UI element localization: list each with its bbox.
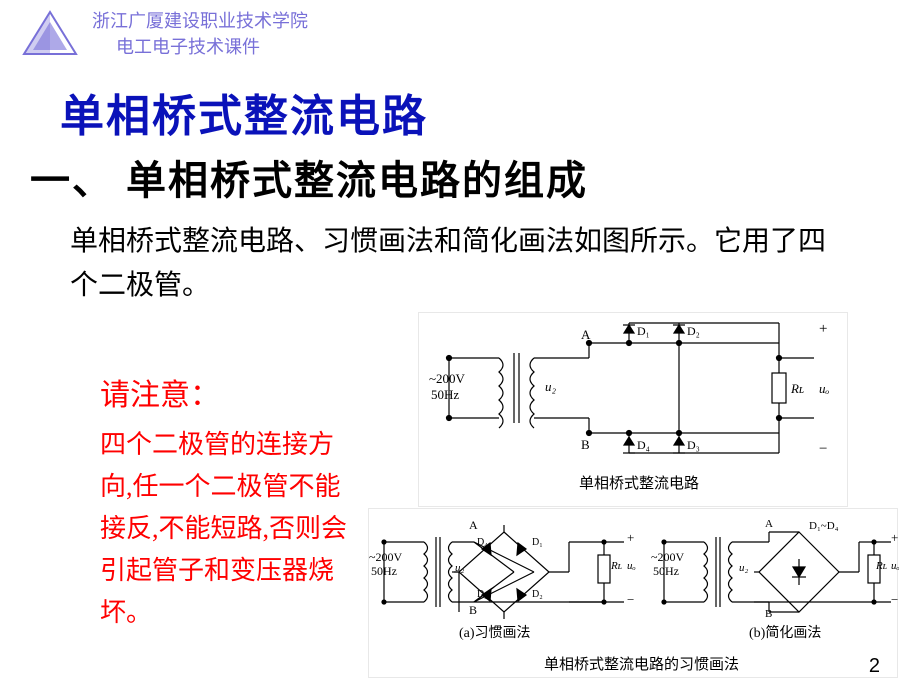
page-title: 单相桥式整流电路 <box>60 80 428 144</box>
a-src-f: 50Hz <box>371 564 397 578</box>
d4-label: D₄ <box>637 438 650 452</box>
a-u2: u₂ <box>455 562 465 574</box>
rl-label: Rʟ <box>790 381 804 396</box>
b-src-v: ~200V <box>651 550 684 564</box>
a-uo: uₒ <box>627 560 636 572</box>
a-d2: D₂ <box>532 589 543 600</box>
circuit-diagram-variants: ~200V 50Hz A B u₂ D₁ D₂ D₃ D₄ Rʟ uₒ + − … <box>368 508 898 678</box>
node-b-label: B <box>581 437 590 452</box>
d3-label: D₃ <box>687 438 700 452</box>
src-freq-label: 50Hz <box>431 387 459 402</box>
d2-label: D₂ <box>687 324 700 338</box>
a-d4: D₄ <box>477 537 488 548</box>
caption-a: (a)习惯画法 <box>459 624 531 641</box>
note-block: 请注意： 四个二极管的连接方向,任一个二极管不能接反,不能短路,否则会引起管子和… <box>100 370 360 634</box>
b-minus: − <box>891 592 898 607</box>
page-number: 2 <box>869 655 880 678</box>
d1-label: D₁ <box>637 324 650 338</box>
diagram-top-caption: 单相桥式整流电路 <box>579 475 699 492</box>
b-d1d4: D₁~D₄ <box>809 520 839 532</box>
a-node-b: B <box>469 603 477 617</box>
uo-label: uₒ <box>819 381 830 396</box>
a-rl: Rʟ <box>610 560 622 572</box>
slide-header: 浙江广厦建设职业技术学院 电工电子技术课件 <box>20 8 308 60</box>
b-uo: uₒ <box>891 560 899 572</box>
caption-main-bottom: 单相桥式整流电路的习惯画法 <box>544 656 739 673</box>
src-voltage-label: ~200V <box>429 371 466 386</box>
b-u2: u₂ <box>739 562 749 574</box>
b-rl: Rʟ <box>875 560 887 572</box>
body-paragraph: 单相桥式整流电路、习惯画法和简化画法如图所示。它用了四个二极管。 <box>70 220 850 308</box>
institution-logo-icon <box>20 8 80 58</box>
institution-name: 浙江广厦建设职业技术学院 <box>92 8 308 34</box>
a-node-a: A <box>469 518 478 532</box>
a-d1: D₁ <box>532 537 543 548</box>
b-plus: + <box>891 530 898 545</box>
a-src-v: ~200V <box>369 550 402 564</box>
minus-label: − <box>819 441 827 457</box>
institution-text: 浙江广厦建设职业技术学院 电工电子技术课件 <box>92 8 308 60</box>
note-body: 四个二极管的连接方向,任一个二极管不能接反,不能短路,否则会引起管子和变压器烧坏… <box>100 424 360 634</box>
a-minus: − <box>627 592 634 607</box>
note-heading: 请注意： <box>100 370 360 414</box>
b-src-f: 50Hz <box>653 564 679 578</box>
circuit-diagram-main: ~200V 50Hz A B u₂ D₁ D₂ D₃ D₄ Rʟ uₒ + − … <box>418 312 848 507</box>
a-plus: + <box>627 530 634 545</box>
b-node-a: A <box>765 518 773 530</box>
course-name: 电工电子技术课件 <box>92 34 308 60</box>
section-heading: 一、 单相桥式整流电路的组成 <box>30 148 588 206</box>
node-a-label: A <box>581 327 591 342</box>
u2-label: u₂ <box>545 379 557 394</box>
plus-label: + <box>819 321 827 337</box>
a-d3: D₃ <box>477 589 488 600</box>
caption-b: (b)简化画法 <box>749 624 821 641</box>
b-node-b: B <box>765 608 772 620</box>
